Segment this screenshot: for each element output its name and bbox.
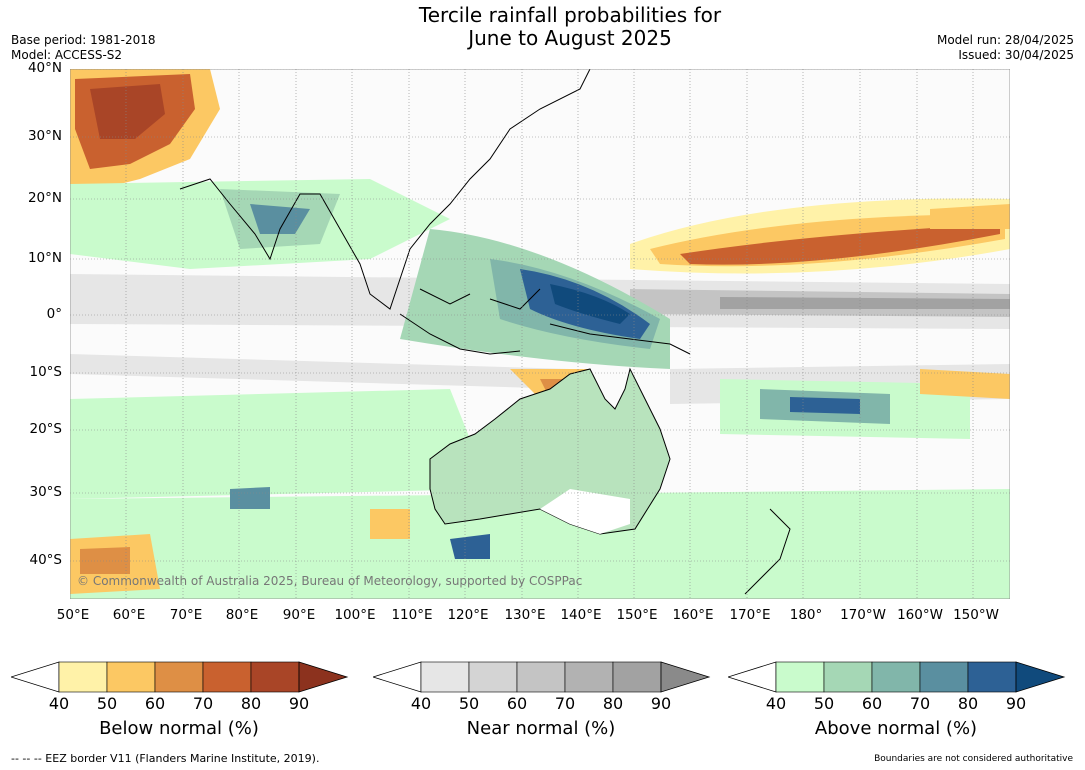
colorbar-high-extension	[660, 661, 711, 693]
colorbar-tick-label: 90	[650, 694, 672, 713]
colorbar-segment	[775, 661, 825, 693]
longitude-label: 170°W	[840, 607, 886, 623]
colorbar-low-extension	[728, 661, 777, 693]
maritime-continent-coastline	[399, 288, 691, 355]
colorbar-tick-label: 50	[96, 694, 118, 713]
model-run: Model run: 28/04/2025	[936, 33, 1074, 47]
longitude-label: 180°	[789, 607, 823, 623]
longitude-label: 160°E	[672, 607, 714, 623]
australia-south-interior	[540, 489, 630, 534]
longitude-label: 60°E	[112, 607, 146, 623]
meta-left: Base period: 1981-2018 Model: ACCESS-S2	[11, 33, 156, 63]
colorbar-low-extension	[373, 661, 422, 693]
colorbar-segment	[612, 661, 662, 693]
colorbar-tick-label: 40	[48, 694, 70, 713]
above-normal-regions	[70, 179, 1010, 599]
meta-right: Model run: 28/04/2025 Issued: 30/04/2025	[937, 33, 1074, 63]
colorbar-high-extension	[1015, 661, 1066, 693]
colorbar-segment	[420, 661, 470, 693]
colorbar-tick-label: 60	[144, 694, 166, 713]
colorbar	[373, 661, 711, 693]
latitude-label: 0°	[46, 306, 62, 322]
colorbar-tick-label: 80	[602, 694, 624, 713]
below-normal-region-north-pacific	[630, 198, 1010, 274]
colorbar-tick-label: 80	[957, 694, 979, 713]
map-title: Tercile rainfall probabilities for June …	[0, 4, 1085, 50]
below-normal-region-middle-east	[70, 69, 220, 209]
colorbar-tick-label: 90	[288, 694, 310, 713]
colorbar-segment	[967, 661, 1017, 693]
longitude-label: 150°E	[616, 607, 658, 623]
colorbar-segment	[919, 661, 969, 693]
longitude-label: 50°E	[56, 607, 90, 623]
title-line-1: Tercile rainfall probabilities for	[418, 3, 722, 27]
longitude-label: 130°E	[504, 607, 546, 623]
eez-footnote: -- -- -- EEZ border V11 (Flanders Marine…	[11, 752, 320, 765]
longitude-label: 170°E	[729, 607, 771, 623]
title-line-2: June to August 2025	[468, 26, 672, 50]
asia-coastline	[179, 69, 591, 310]
colorbar-tick-label: 40	[410, 694, 432, 713]
colorbar-segment	[154, 661, 204, 693]
colorbar-segment	[564, 661, 614, 693]
new-zealand-coastline	[744, 508, 791, 595]
colorbar-segment	[516, 661, 566, 693]
colorbar-low-extension	[11, 661, 60, 693]
longitude-label: 90°E	[282, 607, 316, 623]
colorbar-segment	[58, 661, 108, 693]
longitude-label: 70°E	[169, 607, 203, 623]
colorbar-tick-label: 70	[554, 694, 576, 713]
rainfall-map	[70, 69, 1010, 599]
latitude-label: 40°N	[27, 60, 62, 76]
longitude-label: 100°E	[334, 607, 376, 623]
colorbar-segment	[468, 661, 518, 693]
latitude-label: 20°S	[29, 421, 63, 437]
colorbar-tick-label: 90	[1005, 694, 1027, 713]
colorbar-segment	[202, 661, 252, 693]
issued-date: Issued: 30/04/2025	[958, 48, 1074, 62]
latitude-label: 40°S	[29, 552, 63, 568]
latitude-label: 10°N	[27, 250, 62, 266]
colorbar-tick-label: 70	[909, 694, 931, 713]
colorbar-tick-label: 50	[813, 694, 835, 713]
colorbar-label: Above normal (%)	[814, 718, 978, 739]
colorbar	[11, 661, 349, 693]
colorbar-tick-label: 70	[192, 694, 214, 713]
copyright-notice: © Commonwealth of Australia 2025, Bureau…	[77, 574, 583, 588]
boundaries-disclaimer: Boundaries are not considered authoritat…	[874, 754, 1073, 764]
longitude-label: 120°E	[447, 607, 489, 623]
colorbar-segment	[823, 661, 873, 693]
colorbar-tick-label: 50	[458, 694, 480, 713]
longitude-label: 80°E	[225, 607, 259, 623]
longitude-label: 160°W	[897, 607, 943, 623]
longitude-label: 150°W	[953, 607, 999, 623]
colorbar-label: Below normal (%)	[99, 718, 259, 739]
colorbar-tick-label: 40	[765, 694, 787, 713]
base-period: Base period: 1981-2018	[11, 33, 156, 47]
latitude-label: 30°S	[29, 484, 63, 500]
colorbar-segment	[106, 661, 156, 693]
colorbar	[728, 661, 1066, 693]
colorbar-segment	[250, 661, 300, 693]
longitude-label: 110°E	[391, 607, 433, 623]
colorbar-high-extension	[298, 661, 349, 693]
colorbar-label: Near normal (%)	[466, 718, 616, 739]
longitude-label: 140°E	[560, 607, 602, 623]
model-name: Model: ACCESS-S2	[11, 48, 123, 62]
latitude-label: 30°N	[27, 128, 62, 144]
colorbar-segment	[871, 661, 921, 693]
colorbar-tick-label: 60	[861, 694, 883, 713]
gridlines	[70, 69, 1010, 599]
colorbar-tick-label: 80	[240, 694, 262, 713]
colorbar-tick-label: 60	[506, 694, 528, 713]
latitude-label: 20°N	[27, 190, 62, 206]
latitude-label: 10°S	[29, 364, 63, 380]
